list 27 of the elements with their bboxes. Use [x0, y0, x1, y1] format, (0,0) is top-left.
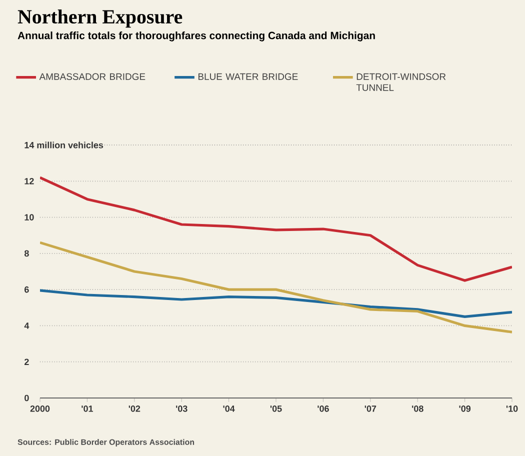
x-tick-label: 2000 [30, 406, 50, 412]
legend-label: AMBASSADOR BRIDGE [39, 73, 146, 80]
line-series [40, 176, 512, 282]
x-tick-label: '10 [506, 406, 518, 412]
legend-label: BLUE WATER BRIDGE [198, 73, 298, 80]
x-tick-label: '05 [270, 406, 282, 412]
y-tick-label: 8 [24, 250, 29, 257]
y-tick-label: 2 [24, 358, 29, 365]
x-tick-label: '06 [318, 406, 329, 412]
chart-subtitle: Annual traffic totals for thoroughfares connecting Canada and Michigan [18, 32, 375, 42]
x-tick-label: '09 [459, 406, 471, 412]
y-tick-label: 14 million vehicles [24, 142, 104, 148]
y-tick-label: 12 [24, 178, 34, 184]
y-tick-label: 10 [24, 214, 34, 220]
line-series [40, 289, 512, 318]
x-tick-label: '03 [176, 406, 188, 412]
legend-label: DETROIT-WINDSOR TUNNEL [356, 73, 446, 91]
x-tick-label: '07 [364, 406, 376, 412]
y-tick-label: 4 [24, 322, 30, 329]
x-tick-label: '01 [82, 406, 94, 412]
line-series [40, 241, 512, 334]
y-tick-label: 0 [24, 394, 29, 402]
y-tick-label: 6 [24, 286, 29, 293]
x-tick-label: '02 [128, 406, 140, 412]
x-tick-label: '08 [412, 406, 424, 412]
chart-title: Northern Exposure [18, 10, 182, 28]
x-tick-label: '04 [223, 406, 235, 412]
